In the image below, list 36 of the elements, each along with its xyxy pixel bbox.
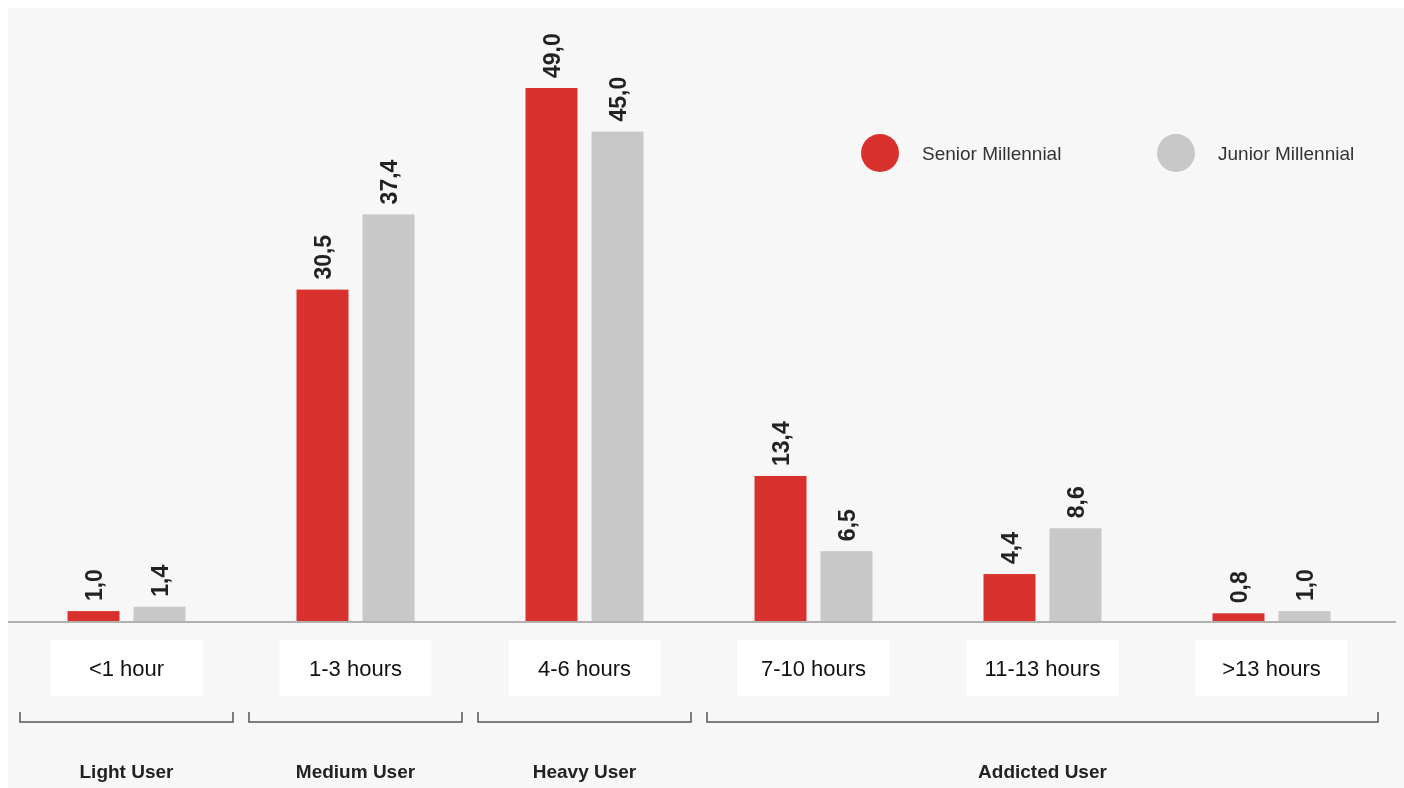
data-label: 49,0 bbox=[538, 33, 565, 78]
data-label: 8,6 bbox=[1062, 486, 1089, 519]
bar bbox=[362, 214, 415, 622]
text: Medium User bbox=[295, 761, 416, 782]
text: Heavy User bbox=[532, 761, 637, 782]
data-label: 1,0 bbox=[80, 569, 107, 602]
data-label: 1,4 bbox=[146, 564, 173, 597]
bar bbox=[296, 289, 349, 622]
bar bbox=[133, 606, 186, 622]
x-tick-label: 1-3 hours bbox=[309, 656, 402, 681]
bar bbox=[1278, 611, 1331, 622]
bar bbox=[754, 475, 807, 622]
bar bbox=[983, 574, 1036, 622]
bar bbox=[591, 131, 644, 622]
data-label: 30,5 bbox=[309, 234, 336, 280]
data-label: 45,0 bbox=[604, 76, 631, 122]
x-tick-label: 7-10 hours bbox=[760, 656, 867, 681]
bar bbox=[525, 88, 578, 622]
data-label: 1,0 bbox=[1291, 569, 1318, 602]
x-tick-label: 11-13 hours bbox=[984, 656, 1101, 681]
x-tick-label: 4-6 hours bbox=[538, 656, 631, 681]
text: Light User bbox=[79, 761, 175, 782]
legend-label: Senior Millennial bbox=[922, 143, 1062, 164]
bar bbox=[1049, 528, 1102, 622]
x-tick-label: <1 hour bbox=[88, 656, 165, 681]
data-label: 0,8 bbox=[1225, 571, 1252, 604]
data-label: 4,4 bbox=[996, 531, 1023, 565]
legend-label: Junior Millennial bbox=[1218, 143, 1355, 164]
bar bbox=[67, 611, 120, 622]
data-label: 13,4 bbox=[767, 420, 794, 466]
data-label: 37,4 bbox=[375, 159, 402, 205]
x-tick-label: >13 hours bbox=[1222, 656, 1321, 681]
text: Addicted User bbox=[978, 761, 1108, 782]
data-label: 6,5 bbox=[833, 508, 860, 542]
bar bbox=[820, 551, 873, 622]
bar bbox=[1212, 613, 1265, 622]
